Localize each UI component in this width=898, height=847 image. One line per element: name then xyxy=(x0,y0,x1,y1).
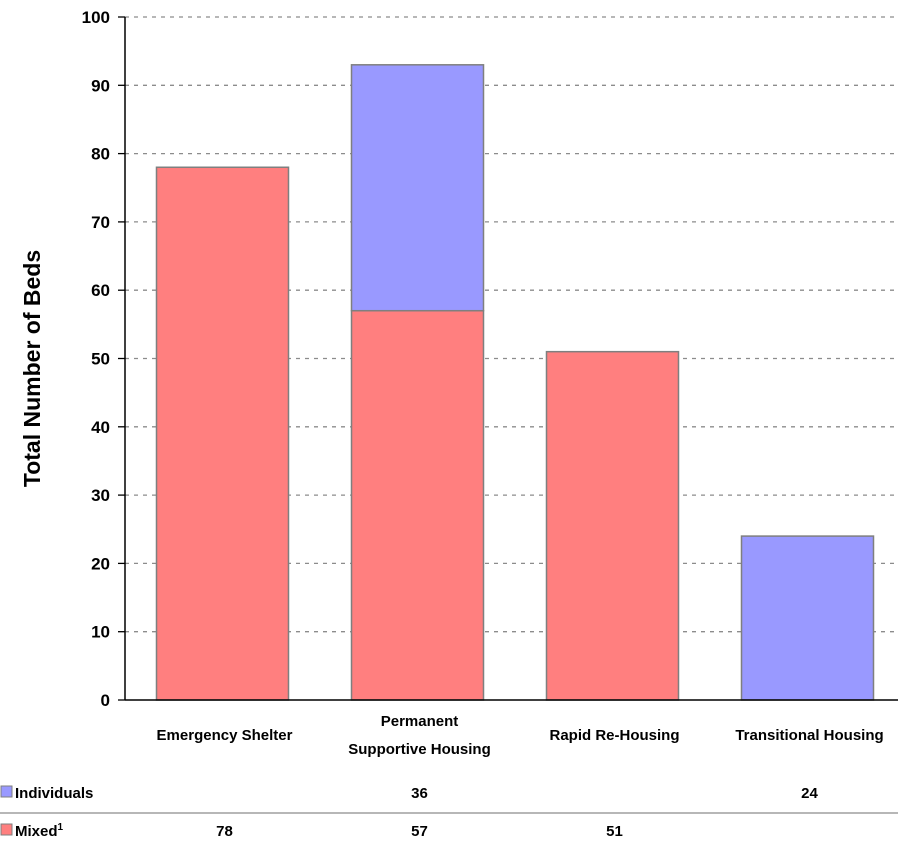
legend-superscript: 1 xyxy=(58,822,64,833)
x-category-label: Permanent xyxy=(381,713,459,730)
data-table-value: 57 xyxy=(411,823,428,840)
y-tick-label: 10 xyxy=(91,623,110,642)
x-category-label: Supportive Housing xyxy=(348,741,491,758)
bar-individuals-1 xyxy=(350,64,485,312)
y-tick-label: 70 xyxy=(91,213,110,232)
y-tick-label: 30 xyxy=(91,486,110,505)
y-tick-label: 90 xyxy=(91,76,110,95)
x-category-label: Emergency Shelter xyxy=(157,727,293,744)
bar-mixed-2 xyxy=(545,350,680,701)
y-tick-label: 50 xyxy=(91,350,110,369)
bar-individuals-3 xyxy=(740,535,875,701)
x-category-label: Rapid Re-Housing xyxy=(550,727,680,744)
bar-mixed-0 xyxy=(155,166,290,701)
bar-mixed-1 xyxy=(350,309,485,701)
y-tick-label: 60 xyxy=(91,281,110,300)
y-tick-label: 40 xyxy=(91,418,110,437)
y-tick-label: 100 xyxy=(82,8,110,27)
y-axis-title: Total Number of Beds xyxy=(19,250,45,487)
data-table-value: 24 xyxy=(801,785,818,802)
legend-label-individuals: Individuals xyxy=(15,785,93,802)
data-table-value: 78 xyxy=(216,823,233,840)
y-tick-label: 80 xyxy=(91,145,110,164)
y-tick-label: 0 xyxy=(101,691,110,710)
legend-swatch-mixed xyxy=(0,823,13,836)
x-category-label: Transitional Housing xyxy=(735,727,883,744)
data-table-value: 36 xyxy=(411,785,428,802)
legend-label-mixed: Mixed1 xyxy=(15,822,64,840)
legend-swatch-individuals xyxy=(0,785,13,798)
data-table-value: 51 xyxy=(606,823,623,840)
y-tick-label: 20 xyxy=(91,554,110,573)
